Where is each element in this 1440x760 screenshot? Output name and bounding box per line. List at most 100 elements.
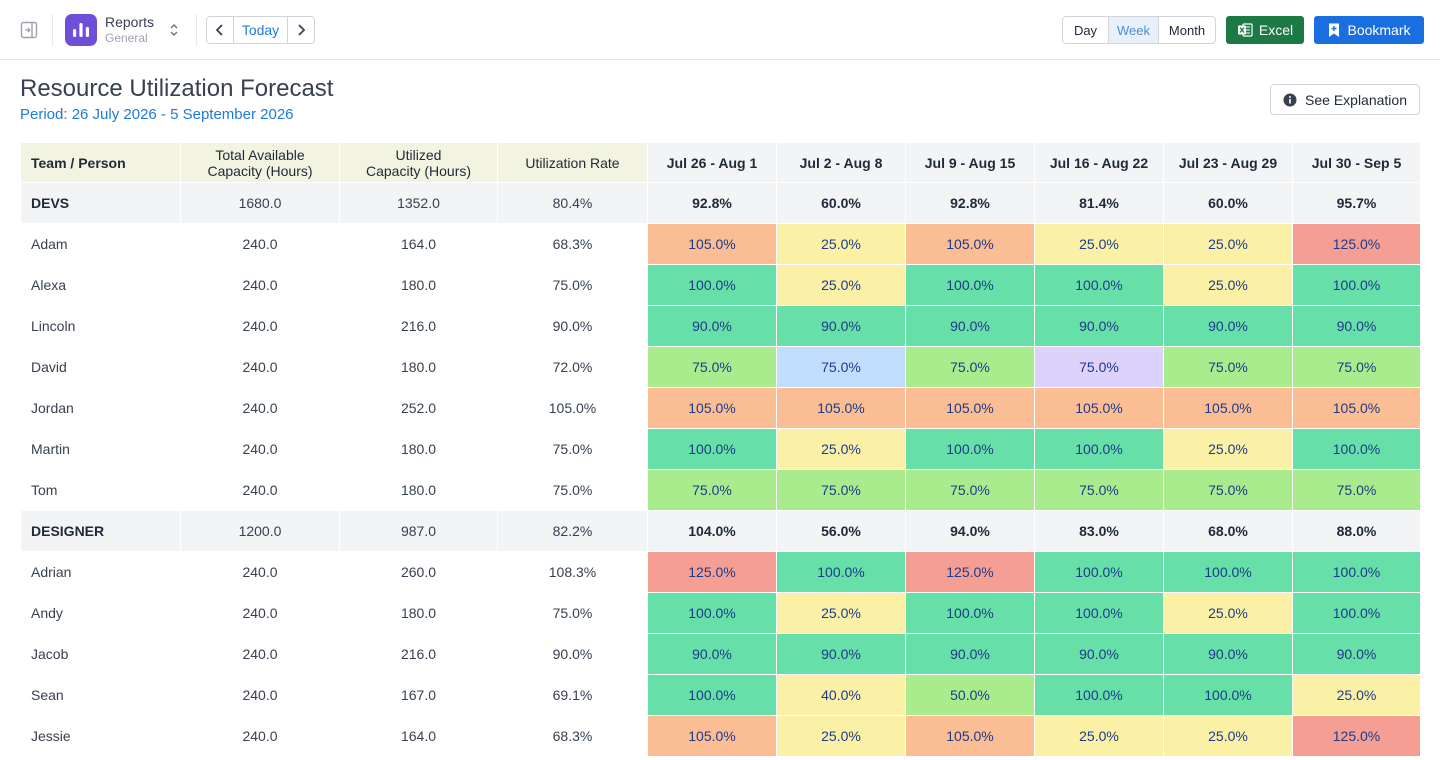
view-day-button[interactable]: Day: [1073, 22, 1098, 38]
person-row[interactable]: Jessie 240.0 164.0 68.3% 105.0% 25.0% 105.0% 25…: [20, 715, 1421, 757]
team-row[interactable]: DEVS 1680.0 1352.0 80.4% 92.8% 60.0% 92.8% 81.4…: [20, 182, 1421, 224]
person-row[interactable]: Martin 240.0 180.0 75.0% 100.0% 25.0% 100.0% 10…: [20, 428, 1421, 470]
previous-period-button[interactable]: [207, 17, 233, 43]
utilization-rate-cell: 75.0%: [497, 592, 648, 634]
bookmark-button[interactable]: Bookmark: [1314, 16, 1424, 44]
weekly-utilization-cell: 100.0%: [647, 428, 777, 470]
header-week[interactable]: Jul 26 - Aug 1: [647, 142, 777, 183]
header-week[interactable]: Jul 9 - Aug 15: [905, 142, 1035, 183]
team-row[interactable]: DESIGNER 1200.0 987.0 82.2% 104.0% 56.0% 94.0%…: [20, 510, 1421, 552]
weekly-utilization-cell: 100.0%: [1292, 592, 1421, 634]
utilized-capacity-cell: 180.0: [339, 428, 498, 470]
weekly-utilization-cell: 25.0%: [776, 264, 906, 306]
next-period-button[interactable]: [288, 17, 314, 43]
weekly-utilization-cell: 125.0%: [1292, 715, 1421, 757]
weekly-utilization-cell: 125.0%: [1292, 223, 1421, 265]
weekly-utilization-cell: 75.0%: [905, 346, 1035, 388]
weekly-utilization-cell: 90.0%: [1292, 305, 1421, 347]
see-explanation-button[interactable]: See Explanation: [1270, 84, 1420, 115]
see-explanation-label: See Explanation: [1305, 91, 1407, 108]
utilization-rate-cell: 105.0%: [497, 387, 648, 429]
weekly-utilization-cell: 100.0%: [1163, 674, 1293, 716]
weekly-utilization-cell: 105.0%: [1292, 387, 1421, 429]
header-week[interactable]: Jul 16 - Aug 22: [1034, 142, 1164, 183]
utilization-rate-cell: 108.3%: [497, 551, 648, 593]
person-name: Sean: [20, 674, 181, 716]
person-name: Tom: [20, 469, 181, 511]
header-team-person[interactable]: Team / Person: [20, 142, 181, 183]
weekly-utilization-cell: 75.0%: [905, 469, 1035, 511]
utilization-rate-cell: 75.0%: [497, 264, 648, 306]
weekly-utilization-cell: 105.0%: [905, 223, 1035, 265]
weekly-utilization-cell: 105.0%: [647, 715, 777, 757]
person-row[interactable]: Sean 240.0 167.0 69.1% 100.0% 40.0% 50.0% 100.0…: [20, 674, 1421, 716]
utilization-rate-cell: 90.0%: [497, 305, 648, 347]
weekly-utilization-cell: 90.0%: [647, 633, 777, 675]
utilized-capacity-cell: 216.0: [339, 633, 498, 675]
total-capacity-cell: 240.0: [180, 428, 340, 470]
total-capacity-cell: 240.0: [180, 264, 340, 306]
top-bar: Reports General Today Day Week Month Exc…: [0, 0, 1440, 60]
excel-export-button[interactable]: Excel: [1226, 16, 1304, 44]
weekly-utilization-cell: 75.0%: [647, 469, 777, 511]
weekly-utilization-cell: 94.0%: [905, 510, 1035, 552]
person-row[interactable]: Jordan 240.0 252.0 105.0% 105.0% 105.0% 105.0%…: [20, 387, 1421, 429]
person-row[interactable]: Alexa 240.0 180.0 75.0% 100.0% 25.0% 100.0% 100…: [20, 264, 1421, 306]
weekly-utilization-cell: 100.0%: [647, 674, 777, 716]
weekly-utilization-cell: 95.7%: [1292, 182, 1421, 224]
reports-app-icon[interactable]: [65, 14, 97, 46]
utilized-capacity-cell: 1352.0: [339, 182, 498, 224]
weekly-utilization-cell: 100.0%: [1292, 264, 1421, 306]
weekly-utilization-cell: 81.4%: [1034, 182, 1164, 224]
person-row[interactable]: Andy 240.0 180.0 75.0% 100.0% 25.0% 100.0% 100.…: [20, 592, 1421, 634]
person-name: Jacob: [20, 633, 181, 675]
person-row[interactable]: Adam 240.0 164.0 68.3% 105.0% 25.0% 105.0% 25.0…: [20, 223, 1421, 265]
person-name: Jessie: [20, 715, 181, 757]
weekly-utilization-cell: 100.0%: [1034, 592, 1164, 634]
header-week[interactable]: Jul 30 - Sep 5: [1292, 142, 1421, 183]
weekly-utilization-cell: 100.0%: [905, 264, 1035, 306]
person-row[interactable]: Tom 240.0 180.0 75.0% 75.0% 75.0% 75.0% 75.0% 75…: [20, 469, 1421, 511]
utilized-capacity-cell: 164.0: [339, 223, 498, 265]
weekly-utilization-cell: 100.0%: [1163, 551, 1293, 593]
weekly-utilization-cell: 90.0%: [905, 305, 1035, 347]
weekly-utilization-cell: 25.0%: [1292, 674, 1421, 716]
weekly-utilization-cell: 88.0%: [1292, 510, 1421, 552]
person-row[interactable]: Lincoln 240.0 216.0 90.0% 90.0% 90.0% 90.0% 90.…: [20, 305, 1421, 347]
person-name: Martin: [20, 428, 181, 470]
total-capacity-cell: 240.0: [180, 305, 340, 347]
weekly-utilization-cell: 104.0%: [647, 510, 777, 552]
toolbar-divider: [52, 14, 53, 46]
person-row[interactable]: Adrian 240.0 260.0 108.3% 125.0% 100.0% 125.0%…: [20, 551, 1421, 593]
weekly-utilization-cell: 25.0%: [1034, 715, 1164, 757]
today-button[interactable]: Today: [233, 17, 288, 43]
app-title: Reports: [105, 14, 155, 30]
weekly-utilization-cell: 90.0%: [905, 633, 1035, 675]
weekly-utilization-cell: 92.8%: [647, 182, 777, 224]
person-name: Andy: [20, 592, 181, 634]
header-week[interactable]: Jul 23 - Aug 29: [1163, 142, 1293, 183]
app-switch-icon[interactable]: [166, 20, 182, 40]
weekly-utilization-cell: 90.0%: [1163, 633, 1293, 675]
view-week-button[interactable]: Week: [1108, 17, 1159, 43]
header-utilization-rate[interactable]: Utilization Rate: [497, 142, 648, 183]
weekly-utilization-cell: 100.0%: [905, 428, 1035, 470]
header-utilized-capacity[interactable]: Utilized Capacity (Hours): [339, 142, 498, 183]
weekly-utilization-cell: 100.0%: [1034, 551, 1164, 593]
utilization-rate-cell: 80.4%: [497, 182, 648, 224]
header-week[interactable]: Jul 2 - Aug 8: [776, 142, 906, 183]
weekly-utilization-cell: 90.0%: [1034, 633, 1164, 675]
header-total-capacity[interactable]: Total Available Capacity (Hours): [180, 142, 340, 183]
person-row[interactable]: David 240.0 180.0 72.0% 75.0% 75.0% 75.0% 75.0%…: [20, 346, 1421, 388]
sidebar-toggle-icon[interactable]: [18, 19, 40, 41]
total-capacity-cell: 240.0: [180, 469, 340, 511]
weekly-utilization-cell: 25.0%: [1034, 223, 1164, 265]
person-row[interactable]: Jacob 240.0 216.0 90.0% 90.0% 90.0% 90.0% 90.0%…: [20, 633, 1421, 675]
weekly-utilization-cell: 75.0%: [1163, 469, 1293, 511]
utilized-capacity-cell: 180.0: [339, 346, 498, 388]
period-label: Period: 26 July 2026 - 5 September 2026: [20, 106, 294, 123]
view-month-button[interactable]: Month: [1168, 22, 1206, 38]
weekly-utilization-cell: 90.0%: [776, 305, 906, 347]
weekly-utilization-cell: 100.0%: [905, 592, 1035, 634]
weekly-utilization-cell: 100.0%: [1034, 264, 1164, 306]
